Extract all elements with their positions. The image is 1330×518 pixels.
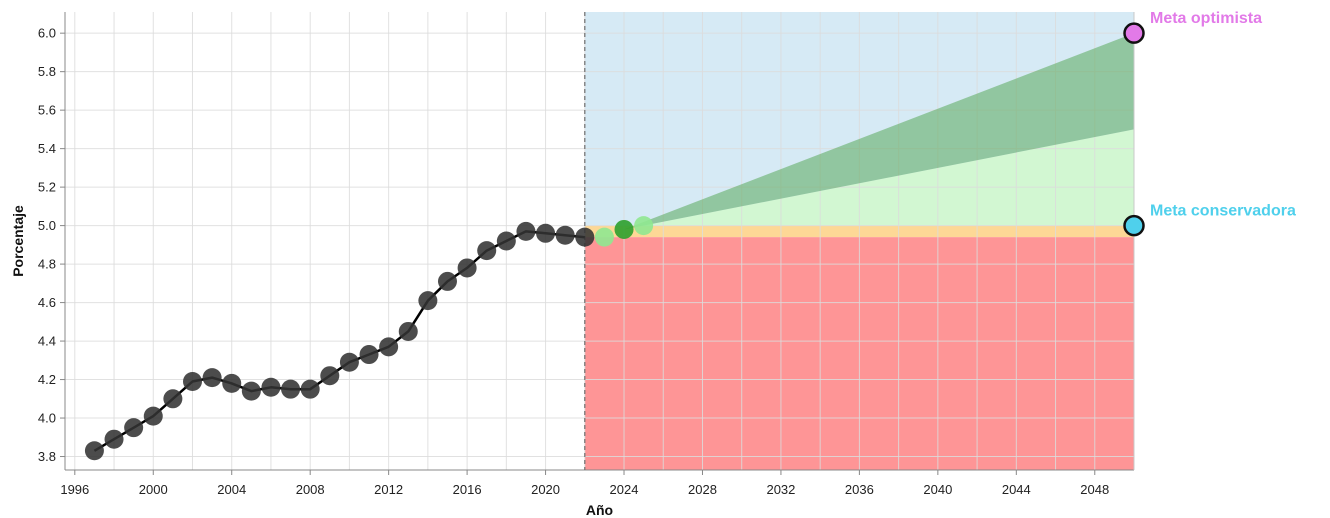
y-tick-label: 4.6 bbox=[38, 295, 56, 310]
data-point bbox=[379, 337, 399, 357]
x-tick-label: 2012 bbox=[374, 482, 403, 497]
data-point bbox=[163, 389, 183, 409]
projection-band bbox=[624, 33, 1134, 230]
data-point bbox=[418, 291, 438, 311]
region-above-conservative bbox=[584, 129, 1134, 230]
data-point bbox=[182, 371, 202, 391]
goal-marker-meta-conservadora bbox=[1123, 214, 1145, 237]
y-tick-label: 4.4 bbox=[38, 334, 56, 349]
data-point bbox=[398, 321, 418, 341]
x-tick-label: 2040 bbox=[923, 482, 952, 497]
y-tick-label: 5.0 bbox=[38, 218, 56, 233]
data-point bbox=[359, 345, 379, 365]
data-point bbox=[222, 373, 242, 393]
y-tick-label: 5.8 bbox=[38, 64, 56, 79]
x-tick-label: 2028 bbox=[688, 482, 717, 497]
data-point bbox=[202, 368, 222, 388]
data-point bbox=[339, 352, 359, 372]
goal-label-meta-optimista: Meta optimista bbox=[1150, 10, 1262, 27]
data-point bbox=[555, 225, 575, 245]
data-point bbox=[84, 441, 104, 461]
y-tick-label: 5.2 bbox=[38, 180, 56, 195]
data-point bbox=[143, 406, 163, 426]
series-layer bbox=[84, 216, 654, 461]
x-tick-label: 2036 bbox=[845, 482, 874, 497]
data-point bbox=[516, 221, 536, 241]
data-point bbox=[496, 231, 516, 251]
x-tick-label: 2020 bbox=[531, 482, 560, 497]
data-point bbox=[300, 379, 320, 399]
y-tick-label: 4.8 bbox=[38, 257, 56, 272]
projection-band-area bbox=[624, 33, 1134, 230]
y-axis-title: Porcentaje bbox=[10, 205, 26, 277]
y-tick-label: 5.4 bbox=[38, 141, 56, 156]
x-tick-label: 2044 bbox=[1002, 482, 1031, 497]
x-tick-label: 2024 bbox=[610, 482, 639, 497]
data-point bbox=[241, 381, 261, 401]
projection-point bbox=[594, 227, 614, 247]
data-point bbox=[104, 429, 124, 449]
y-tick-label: 5.6 bbox=[38, 103, 56, 118]
goals-layer: Meta optimista Meta conservadora bbox=[1123, 10, 1296, 237]
x-tick-label: 2016 bbox=[453, 482, 482, 497]
x-tick-label: 2004 bbox=[217, 482, 246, 497]
x-tick-label: 2000 bbox=[139, 482, 168, 497]
data-point bbox=[457, 258, 477, 278]
x-tick-label: 1996 bbox=[60, 482, 89, 497]
y-tick-label: 3.8 bbox=[38, 449, 56, 464]
axes: 3.8 4.0 4.2 4.4 4.6 4.8 5.0 5.2 5.4 5.6 5.8 6.0 1996… bbox=[38, 12, 1135, 497]
data-point bbox=[437, 271, 457, 291]
y-tick-label: 4.0 bbox=[38, 411, 56, 426]
data-point bbox=[261, 377, 281, 397]
y-tick-label: 4.2 bbox=[38, 372, 56, 387]
x-tick-label: 2048 bbox=[1080, 482, 1109, 497]
x-axis-title: Año bbox=[586, 502, 613, 518]
data-point bbox=[281, 379, 301, 399]
y-tick-label: 6.0 bbox=[38, 26, 56, 41]
goal-marker-meta-optimista bbox=[1123, 22, 1145, 44]
data-point bbox=[320, 366, 340, 386]
goal-label-meta-conservadora: Meta conservadora bbox=[1150, 203, 1296, 220]
projection-point bbox=[614, 219, 634, 239]
data-point bbox=[536, 223, 556, 243]
data-point bbox=[477, 241, 497, 261]
data-point bbox=[575, 227, 595, 247]
x-tick-label: 2008 bbox=[296, 482, 325, 497]
x-tick-label: 2032 bbox=[766, 482, 795, 497]
projection-point bbox=[634, 216, 654, 236]
data-point bbox=[124, 418, 144, 438]
